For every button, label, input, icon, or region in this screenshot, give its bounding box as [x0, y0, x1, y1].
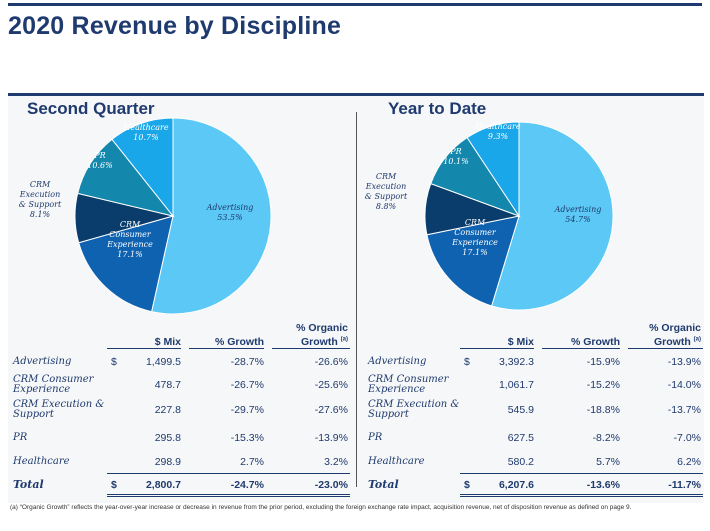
q2-header-rule-mix: [107, 348, 181, 349]
q2-row-mix: 298.9: [154, 456, 181, 468]
q2-row-growth: -26.7%: [230, 379, 264, 391]
q2-header-rule-organic: [272, 348, 350, 349]
q2-row-mix: 295.8: [154, 432, 181, 444]
ytd-slice-label-healthcare: Healthcare 9.3%: [474, 122, 520, 141]
q2-header-organic-line1: % Organic: [296, 322, 348, 334]
ytd-row-organic: -13.7%: [667, 404, 701, 416]
ytd-total-label: Total: [368, 478, 399, 491]
q2-row-organic: 3.2%: [324, 456, 348, 468]
ytd-header-organic-line1: % Organic: [649, 322, 701, 334]
q2-row-growth: -28.7%: [230, 356, 264, 368]
q2-slice-label-advertising: Advertising 53.5%: [206, 203, 254, 222]
q2-slice-label-healthcare: Healthcare 10.7%: [122, 123, 168, 142]
q2-row-label: Healthcare: [13, 456, 70, 467]
ytd-row-mix: 580.2: [507, 456, 534, 468]
q2-slice-advertising: [151, 117, 272, 315]
ytd-total-rule-bottom: [460, 494, 703, 495]
q2-row-mix: 1,499.5: [145, 356, 181, 368]
ytd-header-organic-line2: Growth (a): [653, 336, 701, 348]
ytd-row-growth: -15.2%: [586, 379, 620, 391]
column-divider: [356, 112, 357, 487]
q2-total-organic: -23.0%: [314, 479, 348, 491]
q2-total-rule-bottom-2: [107, 496, 350, 497]
ytd-row-label: CRM Execution & Support: [368, 399, 460, 420]
q2-row-mix: 478.7: [154, 379, 181, 391]
q2-total-rule-bottom: [107, 494, 350, 495]
q2-header-mix: $ Mix: [154, 336, 181, 348]
ytd-row-mix: 627.5: [507, 432, 534, 444]
q2-row-mix: 227.8: [154, 404, 181, 416]
ytd-slice-label-advertising: Advertising 54.7%: [554, 205, 602, 224]
q2-row-organic: -27.6%: [314, 404, 348, 416]
ytd-slice-label-crm-execution-support: CRM Execution & Support 8.8%: [365, 172, 408, 211]
q2-row-organic: -13.9%: [314, 432, 348, 444]
ytd-row-mix: 545.9: [507, 404, 534, 416]
q2-row-currency: $: [111, 356, 117, 368]
ytd-total-growth: -13.6%: [586, 479, 620, 491]
ytd-header-rule-growth: [542, 348, 620, 349]
ytd-header-mix: $ Mix: [507, 336, 534, 348]
ytd-total-rule-bottom-2: [460, 496, 703, 497]
q2-total-mix: 2,800.7: [145, 479, 181, 491]
ytd-row-growth: -18.8%: [586, 404, 620, 416]
q2-slice-label-crm-consumer-experience: CRM Consumer Experience 17.1%: [106, 220, 153, 259]
q2-header-rule-growth: [189, 348, 264, 349]
q2-slice-label-crm-execution-support: CRM Execution & Support 8.1%: [19, 180, 62, 219]
q2-total-label: Total: [13, 478, 44, 491]
q2-total-rule: [107, 473, 350, 474]
q2-total-growth: -24.7%: [230, 479, 264, 491]
ytd-total-organic: -11.7%: [668, 479, 701, 491]
footnote: (a) “Organic Growth” reflects the year-o…: [10, 504, 632, 511]
ytd-row-mix: 3,392.3: [498, 356, 534, 368]
top-rule: [8, 3, 702, 6]
ytd-row-mix: 1,061.7: [498, 379, 534, 391]
q2-row-organic: -26.6%: [314, 356, 348, 368]
ytd-slice-label-pr: PR 10.1%: [443, 147, 469, 166]
q2-row-growth: -29.7%: [230, 404, 264, 416]
q2-header-growth: % Growth: [215, 336, 264, 348]
ytd-total-currency: $: [464, 479, 470, 491]
q2-row-growth: -15.3%: [230, 432, 264, 444]
q2-slice-label-pr: PR 10.6%: [87, 151, 113, 170]
q2-row-organic: -25.6%: [314, 379, 348, 391]
q2-row-label: CRM Execution & Support: [13, 399, 105, 420]
ytd-row-currency: $: [464, 356, 470, 368]
ytd-row-growth: -8.2%: [592, 432, 620, 444]
ytd-row-organic: -7.0%: [673, 432, 701, 444]
ytd-row-label: PR: [368, 432, 383, 443]
q2-total-currency: $: [111, 479, 117, 491]
q2-header-organic-line2: Growth (a): [300, 336, 348, 348]
ytd-header-growth: % Growth: [571, 336, 620, 348]
q2-title: Second Quarter: [27, 99, 155, 118]
ytd-row-label: Advertising: [368, 356, 427, 367]
ytd-row-organic: 6.2%: [677, 456, 701, 468]
ytd-slice-label-crm-consumer-experience: CRM Consumer Experience 17.1%: [451, 218, 498, 257]
q2-row-label: Advertising: [13, 356, 72, 367]
q2-row-label: PR: [13, 432, 28, 443]
q2-slice-healthcare: [111, 117, 174, 218]
page-title: 2020 Revenue by Discipline: [8, 12, 342, 40]
ytd-title: Year to Date: [388, 99, 487, 118]
ytd-header-rule-organic: [628, 348, 703, 349]
ytd-row-organic: -14.0%: [667, 379, 701, 391]
panel-top-rule: [8, 93, 704, 96]
footnote-marker: (a): [340, 336, 348, 343]
ytd-slice-crm-consumer-experience: [426, 215, 520, 307]
ytd-header-rule-mix: [460, 348, 534, 349]
ytd-row-growth: -15.9%: [586, 356, 620, 368]
ytd-total-mix: 6,207.6: [498, 479, 534, 491]
q2-slice-crm-consumer-experience: [78, 215, 174, 313]
ytd-row-organic: -13.9%: [667, 356, 701, 368]
ytd-slice-healthcare: [466, 121, 520, 218]
footnote-marker: (a): [693, 336, 701, 343]
q2-row-label: CRM Consumer Experience: [13, 374, 94, 395]
ytd-total-rule: [460, 473, 703, 474]
ytd-row-growth: 5.7%: [596, 456, 620, 468]
ytd-row-label: CRM Consumer Experience: [368, 374, 449, 395]
q2-row-growth: 2.7%: [240, 456, 264, 468]
ytd-row-label: Healthcare: [368, 456, 425, 467]
ytd-slice-advertising: [491, 121, 614, 311]
